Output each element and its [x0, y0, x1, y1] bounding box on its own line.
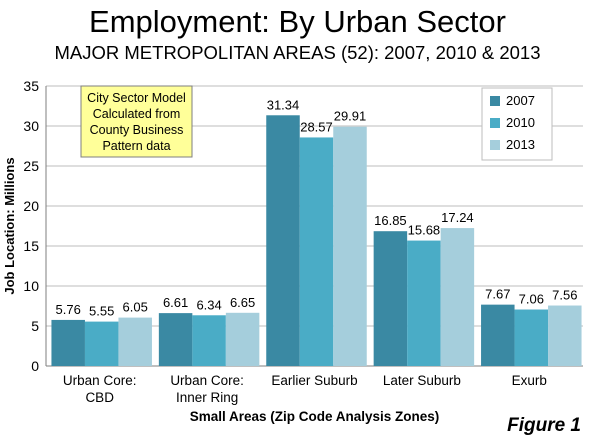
- axes: 0 5 10 15 20 25 30 35 Job Location: Millions Smal…: [2, 78, 583, 424]
- data-label: 7.06: [519, 292, 544, 307]
- x-axis-title: Small Areas (Zip Code Analysis Zones): [190, 409, 440, 424]
- bar-2007: [266, 115, 300, 366]
- x-tick-label: Earlier Suburb: [271, 373, 357, 388]
- y-tick-label: 5: [31, 318, 39, 334]
- bar-2010: [192, 315, 226, 366]
- data-label: 17.24: [441, 210, 474, 225]
- bar-2013: [440, 228, 475, 366]
- y-tick-label: 0: [31, 358, 39, 374]
- bar-2013: [548, 305, 582, 366]
- x-tick-label: Urban Core:: [170, 373, 244, 388]
- legend-swatch-2013: [490, 140, 500, 150]
- data-label: 16.85: [374, 213, 407, 228]
- data-label: 5.76: [56, 302, 81, 317]
- legend: 2007 2010 2013: [481, 87, 553, 161]
- x-tick-label: Exurb: [512, 373, 547, 388]
- x-tick-label: Urban Core:: [63, 373, 137, 388]
- bars: [51, 115, 582, 366]
- annotation-box-bg: [80, 85, 193, 158]
- x-tick-label: Inner Ring: [176, 390, 238, 405]
- legend-label: 2010: [506, 115, 535, 130]
- bar-2010: [514, 309, 549, 366]
- data-label: 6.05: [123, 300, 148, 315]
- x-tick-label: Later Suburb: [383, 373, 461, 388]
- bar-2013: [333, 126, 367, 366]
- y-tick-label: 15: [23, 238, 39, 254]
- bar-2010: [299, 137, 334, 366]
- data-label: 6.34: [196, 297, 221, 312]
- data-label: 7.56: [552, 288, 577, 303]
- x-tick-label: CBD: [85, 390, 114, 405]
- bar-2007: [158, 313, 193, 366]
- data-label: 5.55: [89, 304, 114, 319]
- y-axis-title: Job Location: Millions: [2, 157, 17, 294]
- annotation-line: Pattern data: [102, 139, 170, 153]
- data-label: 28.57: [300, 119, 333, 134]
- data-label: 7.67: [485, 287, 510, 302]
- annotation-box: City Sector Model Calculated from County B…: [80, 85, 193, 158]
- bar-2010: [407, 240, 441, 366]
- annotation-line: Calculated from: [93, 107, 181, 121]
- annotation-line: County Business: [90, 123, 184, 137]
- figure-label: Figure 1: [507, 415, 581, 436]
- bar-2007: [373, 231, 408, 366]
- bar-2010: [84, 321, 119, 366]
- bar-2013: [118, 317, 152, 366]
- bar-2007: [481, 304, 515, 366]
- y-tick-label: 35: [23, 78, 39, 94]
- data-label: 6.65: [230, 295, 255, 310]
- data-label: 29.91: [334, 109, 367, 124]
- data-label: 15.68: [408, 223, 441, 238]
- annotation-line: City Sector Model: [87, 91, 186, 105]
- data-label: 6.61: [163, 295, 188, 310]
- bar-2007: [51, 319, 85, 366]
- legend-swatch-2007: [490, 96, 500, 106]
- chart-title: Employment: By Urban Sector: [89, 4, 506, 39]
- legend-label: 2013: [506, 137, 535, 152]
- legend-swatch-2010: [490, 118, 500, 128]
- chart-subtitle: MAJOR METROPOLITAN AREAS (52): 2007, 201…: [54, 42, 541, 63]
- y-tick-label: 10: [23, 278, 39, 294]
- y-tick-label: 25: [23, 158, 39, 174]
- y-tick-label: 30: [23, 118, 39, 134]
- bar-2013: [225, 312, 260, 366]
- legend-label: 2007: [506, 93, 535, 108]
- data-label: 31.34: [267, 97, 300, 112]
- y-tick-label: 20: [23, 198, 39, 214]
